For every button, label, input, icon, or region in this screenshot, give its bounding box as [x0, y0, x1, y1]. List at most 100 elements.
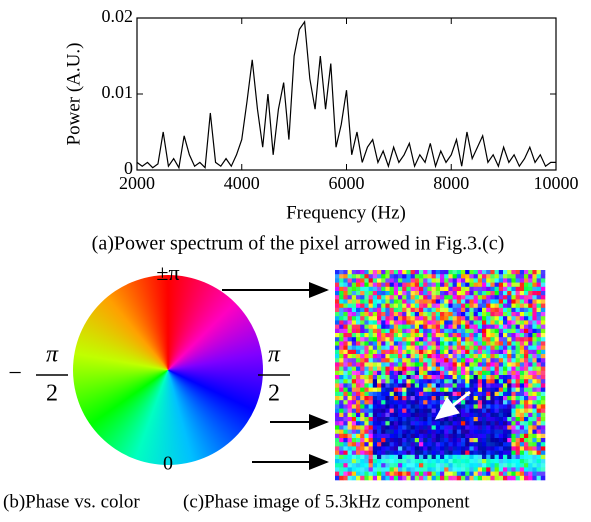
- image-pixel: [469, 282, 474, 288]
- image-pixel: [524, 278, 529, 283]
- image-pixel: [398, 446, 403, 451]
- image-pixel: [431, 454, 437, 460]
- image-pixel: [406, 354, 411, 359]
- image-pixel: [398, 312, 403, 317]
- image-pixel: [377, 400, 382, 405]
- image-pixel: [377, 396, 382, 401]
- image-pixel: [498, 429, 504, 435]
- image-pixel: [440, 463, 445, 468]
- image-pixel: [372, 400, 378, 405]
- image-pixel: [490, 396, 495, 401]
- image-pixel: [540, 286, 546, 292]
- image-pixel: [360, 471, 365, 477]
- image-pixel: [419, 349, 424, 355]
- image-pixel: [414, 467, 420, 472]
- image-pixel: [477, 349, 483, 355]
- image-pixel: [440, 375, 445, 380]
- image-pixel: [440, 341, 445, 346]
- image-pixel: [469, 358, 474, 363]
- image-pixel: [406, 358, 411, 363]
- image-pixel: [381, 295, 386, 300]
- image-pixel: [515, 282, 521, 288]
- image-pixel: [456, 328, 462, 334]
- image-pixel: [343, 454, 348, 460]
- image-pixel: [511, 417, 516, 422]
- image-pixel: [364, 299, 369, 304]
- image-pixel: [461, 463, 466, 468]
- image-pixel: [448, 341, 453, 346]
- image-pixel: [410, 270, 416, 275]
- image-pixel: [511, 408, 516, 414]
- image-pixel: [486, 459, 491, 464]
- image-pixel: [486, 274, 491, 279]
- image-pixel: [431, 404, 437, 409]
- image-pixel: [503, 291, 508, 296]
- image-pixel: [410, 362, 416, 367]
- image-pixel: [364, 396, 369, 401]
- image-pixel: [398, 274, 403, 279]
- image-pixel: [364, 349, 369, 355]
- image-pixel: [431, 475, 437, 481]
- image-pixel: [398, 366, 403, 372]
- image-pixel: [519, 475, 525, 481]
- image-pixel: [507, 358, 512, 363]
- image-pixel: [385, 383, 390, 388]
- image-pixel: [389, 400, 395, 405]
- image-pixel: [486, 291, 491, 296]
- image-pixel: [490, 387, 495, 393]
- image-pixel: [532, 446, 537, 451]
- image-pixel: [515, 312, 521, 317]
- image-pixel: [540, 421, 546, 426]
- image-pixel: [410, 391, 416, 397]
- image-pixel: [389, 312, 395, 317]
- image-pixel: [398, 471, 403, 477]
- image-pixel: [503, 366, 508, 372]
- image-pixel: [406, 438, 411, 443]
- image-pixel: [393, 286, 399, 292]
- image-pixel: [536, 417, 542, 422]
- image-pixel: [402, 274, 407, 279]
- image-pixel: [498, 412, 504, 418]
- image-pixel: [536, 454, 542, 460]
- image-pixel: [427, 307, 432, 313]
- image-pixel: [335, 328, 340, 334]
- image-pixel: [427, 286, 432, 292]
- image-pixel: [465, 446, 470, 451]
- image-pixel: [419, 408, 424, 414]
- image-pixel: [498, 408, 504, 414]
- image-pixel: [393, 421, 399, 426]
- image-pixel: [385, 341, 390, 346]
- image-pixel: [490, 307, 495, 313]
- image-pixel: [469, 450, 474, 456]
- image-pixel: [540, 362, 546, 367]
- image-pixel: [406, 274, 411, 279]
- image-pixel: [490, 454, 495, 460]
- image-pixel: [477, 412, 483, 418]
- image-pixel: [469, 370, 474, 376]
- image-pixel: [448, 328, 453, 334]
- image-pixel: [452, 383, 458, 388]
- image-pixel: [343, 345, 348, 351]
- image-pixel: [402, 417, 407, 422]
- image-pixel: [524, 450, 529, 456]
- image-pixel: [456, 354, 462, 359]
- image-pixel: [482, 333, 487, 338]
- image-pixel: [351, 391, 357, 397]
- image-pixel: [465, 471, 470, 477]
- image-pixel: [452, 316, 458, 321]
- image-pixel: [532, 442, 537, 447]
- image-pixel: [465, 299, 470, 304]
- image-pixel: [448, 270, 453, 275]
- image-pixel: [393, 412, 399, 418]
- image-pixel: [377, 324, 382, 330]
- image-pixel: [339, 333, 344, 338]
- image-pixel: [498, 450, 504, 456]
- image-pixel: [351, 400, 357, 405]
- image-pixel: [427, 379, 432, 384]
- image-pixel: [335, 307, 340, 313]
- image-pixel: [473, 387, 479, 393]
- image-pixel: [511, 412, 516, 418]
- image-pixel: [503, 349, 508, 355]
- image-pixel: [335, 446, 340, 451]
- image-pixel: [427, 421, 432, 426]
